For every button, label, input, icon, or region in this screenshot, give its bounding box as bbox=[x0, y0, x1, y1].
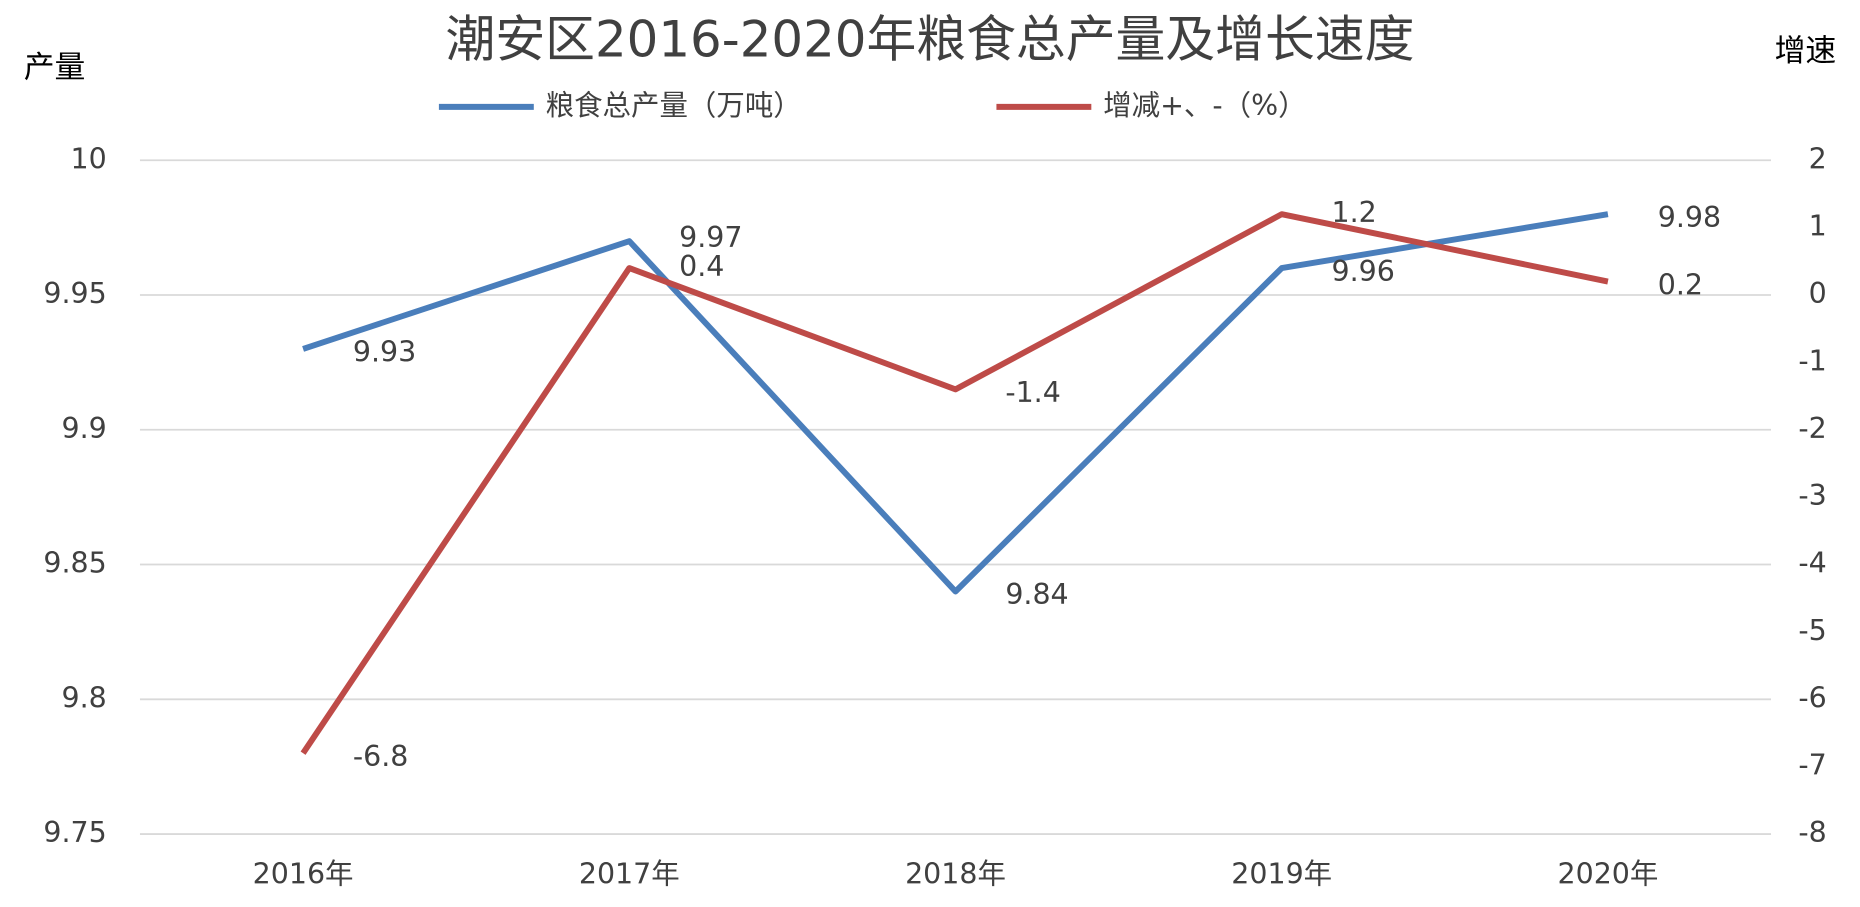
y-tick-label: 9.75 bbox=[43, 816, 106, 849]
data-label: 9.98 bbox=[1658, 201, 1721, 234]
y2-tick-label: -6 bbox=[1798, 681, 1826, 714]
x-tick-label: 2017年 bbox=[579, 858, 680, 891]
y-tick-label: 10 bbox=[71, 142, 107, 175]
y2-tick-label: -7 bbox=[1798, 749, 1826, 782]
y-tick-label: 9.85 bbox=[43, 547, 106, 580]
y2-tick-label: -5 bbox=[1798, 614, 1826, 647]
series-line bbox=[300, 211, 1609, 755]
chart-title: 潮安区2016-2020年粮食总产量及增长速度 bbox=[446, 10, 1415, 68]
y2-tick-label: -8 bbox=[1798, 816, 1826, 849]
data-label: 9.96 bbox=[1332, 255, 1395, 288]
y-tick-label: 9.8 bbox=[62, 681, 107, 714]
data-label: -6.8 bbox=[353, 740, 409, 773]
y2-tick-label: 0 bbox=[1809, 277, 1827, 310]
y2-tick-label: -2 bbox=[1798, 412, 1826, 445]
data-label: 0.4 bbox=[679, 250, 724, 283]
y2-tick-label: -4 bbox=[1798, 547, 1826, 580]
legend-label: 粮食总产量（万吨） bbox=[546, 89, 802, 122]
data-label: -1.4 bbox=[1005, 376, 1061, 409]
y2-tick-label: -3 bbox=[1798, 479, 1826, 512]
y2-tick-label: -1 bbox=[1798, 344, 1826, 377]
data-label: 9.84 bbox=[1005, 578, 1068, 611]
x-tick-label: 2016年 bbox=[253, 858, 354, 891]
legend-label: 增减+、-（%） bbox=[1103, 89, 1306, 122]
y-axis-label: 产量 bbox=[24, 49, 86, 85]
y2-tick-label: 2 bbox=[1809, 142, 1827, 175]
x-tick-label: 2020年 bbox=[1557, 858, 1658, 891]
data-label: 9.93 bbox=[353, 336, 416, 369]
y-tick-label: 9.9 bbox=[62, 412, 107, 445]
y2-tick-label: 1 bbox=[1809, 210, 1827, 243]
data-label: 9.97 bbox=[679, 221, 742, 254]
data-label: 0.2 bbox=[1658, 268, 1703, 301]
x-tick-label: 2018年 bbox=[905, 858, 1006, 891]
x-tick-label: 2019年 bbox=[1231, 858, 1332, 891]
y2-axis-label: 增速 bbox=[1775, 33, 1837, 69]
series-line bbox=[302, 211, 1609, 595]
data-label: 1.2 bbox=[1332, 196, 1377, 229]
y-tick-label: 9.95 bbox=[43, 277, 106, 310]
